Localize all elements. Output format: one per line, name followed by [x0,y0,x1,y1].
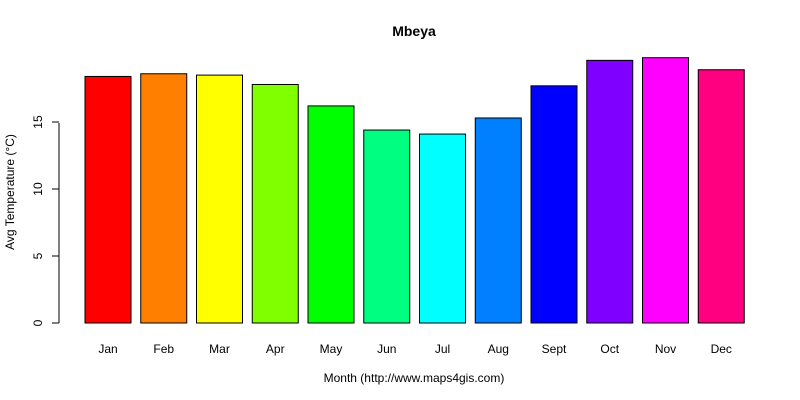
bar-feb [140,73,188,324]
x-tick-label: Aug [488,342,509,356]
bar-apr [251,83,299,324]
bar-oct [586,59,634,324]
x-tick-label: Jun [377,342,396,356]
x-tick-label: Feb [153,342,174,356]
x-axis-label: Month (http://www.maps4gis.com) [324,371,505,385]
bar-aug [474,117,522,324]
x-tick-label: Sept [542,342,567,356]
x-tick-label: Nov [655,342,676,356]
x-tick-label: Mar [209,342,230,356]
x-tick-label: May [320,342,343,356]
bar-jan [84,75,132,324]
bar-nov [642,57,689,324]
bar-mar [196,74,243,324]
x-axis-tick-labels: Jan Feb Mar Apr May Jun Jul Aug Sept Oct Nov Dec [98,342,732,356]
bar-jul [419,133,466,324]
x-tick-label: Apr [266,342,285,356]
y-tick-label: 0 [31,319,45,326]
x-tick-label: Oct [600,342,619,356]
y-axis-label: Avg Temperature (°C) [3,134,17,250]
bar-jun [363,129,411,324]
chart-title: Mbeya [392,23,436,39]
x-tick-label: Jan [98,342,117,356]
y-tick-label: 15 [31,115,45,129]
bar-may [307,105,355,324]
y-axis-ticks: 0 5 10 15 [31,115,59,326]
bar-dec [697,69,745,324]
x-tick-label: Jul [435,342,450,356]
y-tick-label: 5 [31,252,45,259]
bars-group [84,57,745,324]
y-tick-label: 10 [31,182,45,196]
x-tick-label: Dec [711,342,732,356]
bar-sept [530,85,578,324]
